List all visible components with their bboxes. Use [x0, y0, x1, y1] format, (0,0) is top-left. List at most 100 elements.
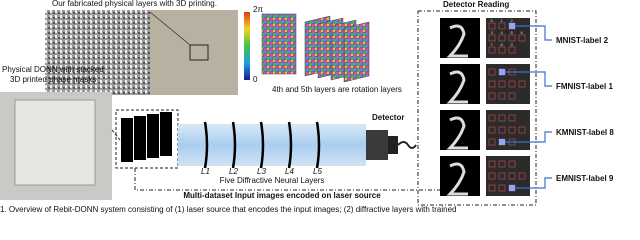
detector-device	[388, 136, 398, 154]
region-label: 1	[501, 18, 504, 23]
digit-stroke	[446, 24, 468, 58]
zoom-line	[149, 11, 191, 46]
lens	[231, 121, 237, 169]
zoom-box	[189, 44, 209, 61]
phase-mask	[343, 21, 370, 83]
detector-region	[488, 172, 496, 180]
detector-region	[508, 80, 516, 88]
input-caption: Multi-dataset Input images encoded on la…	[183, 191, 381, 200]
digit-stroke	[446, 116, 468, 150]
detector-region	[488, 114, 496, 122]
reading-box	[417, 10, 537, 206]
detector-region	[488, 138, 496, 146]
dataset-label: EMNIST-label 9	[556, 174, 614, 183]
detector-region	[498, 92, 506, 100]
detector-region	[498, 80, 506, 88]
donn-caption: Physical DONN with stacked	[2, 65, 104, 74]
region-label: 8	[501, 42, 504, 47]
detector-region	[518, 80, 526, 88]
region-label: 2	[511, 18, 514, 23]
colorbar	[244, 12, 250, 80]
detector-label: Detector	[372, 113, 404, 122]
lens	[315, 121, 321, 169]
donn-caption: 3D printed phase masks	[10, 75, 96, 84]
digit-stroke	[446, 70, 468, 104]
detector-region	[498, 114, 506, 122]
detector-region	[498, 184, 506, 192]
detector-region	[498, 34, 506, 42]
detector-region	[488, 184, 496, 192]
reading-rows: 0 1 2 3 4 5 6 7 8 9 MNIST-label 2 FMNIST-label 1 KMN…	[440, 18, 614, 196]
reading-title: Detector Reading	[443, 0, 509, 9]
digit-image	[440, 18, 480, 58]
detector-region	[498, 126, 506, 134]
colorbar-bottom: 0	[253, 75, 258, 84]
hot-region	[499, 69, 505, 75]
input-image	[121, 118, 133, 162]
page: Our fabricated physical layers with 3D p…	[0, 0, 615, 214]
layer-label: L5	[313, 167, 322, 176]
region-label: 5	[511, 30, 514, 35]
readout	[486, 18, 530, 58]
dataset-label: MNIST-label 2	[556, 36, 609, 45]
readout	[486, 110, 530, 150]
dataset-label: FMNIST-label 1	[556, 82, 613, 91]
dataset-label: KMNIST-label 8	[556, 128, 614, 137]
detector-region	[518, 34, 526, 42]
figure-caption: 1. Overview of Rebit-DONN system consist…	[0, 205, 456, 214]
detector-region	[488, 22, 496, 30]
region-label: 6	[521, 30, 524, 35]
label-connector	[515, 25, 552, 41]
photo-caption: Our fabricated physical layers with 3D p…	[52, 0, 217, 8]
detector-region	[498, 22, 506, 30]
detector-region	[508, 126, 516, 134]
rotation-note: 4th and 5th layers are rotation layers	[272, 85, 402, 94]
input-image	[160, 112, 172, 156]
detector-region	[498, 46, 506, 54]
detector-region	[508, 172, 516, 180]
colorbar-top: 2π	[253, 5, 263, 14]
detector-region	[508, 34, 516, 42]
phase-mask	[261, 13, 297, 75]
phase-masks	[261, 13, 370, 83]
detector-region	[508, 46, 516, 54]
detector-region	[488, 34, 496, 42]
detector-region	[488, 126, 496, 134]
light-path	[178, 124, 366, 166]
digit-image	[440, 156, 480, 196]
lens	[203, 121, 209, 169]
region-label: 3	[491, 30, 494, 35]
label-connector	[515, 177, 552, 189]
hot-region	[509, 23, 515, 29]
detector-region	[508, 160, 516, 168]
detector-device	[366, 130, 388, 160]
detector-region	[508, 114, 516, 122]
input-image	[134, 116, 146, 160]
detector-region	[518, 172, 526, 180]
hot-region	[499, 139, 505, 145]
detector-region	[498, 160, 506, 168]
detector-region	[518, 126, 526, 134]
readout	[486, 64, 530, 104]
detector-region	[508, 92, 516, 100]
lens	[259, 121, 265, 169]
detector-region	[488, 46, 496, 54]
layer-label: L2	[229, 167, 238, 176]
connector	[134, 168, 440, 191]
digit-stroke	[446, 162, 468, 196]
readout	[486, 156, 530, 196]
input-images	[121, 112, 172, 162]
layer-photo	[45, 10, 150, 95]
layer-label: L4	[285, 167, 294, 176]
cable	[397, 141, 417, 149]
detector-region	[498, 172, 506, 180]
detector-region	[488, 80, 496, 88]
input-image	[147, 114, 159, 158]
detector-region	[488, 92, 496, 100]
region-label: 7	[491, 42, 494, 47]
lens	[287, 121, 293, 169]
donn-box	[14, 99, 96, 186]
hot-region	[509, 185, 515, 191]
detector-region	[488, 160, 496, 168]
digit-image	[440, 64, 480, 104]
